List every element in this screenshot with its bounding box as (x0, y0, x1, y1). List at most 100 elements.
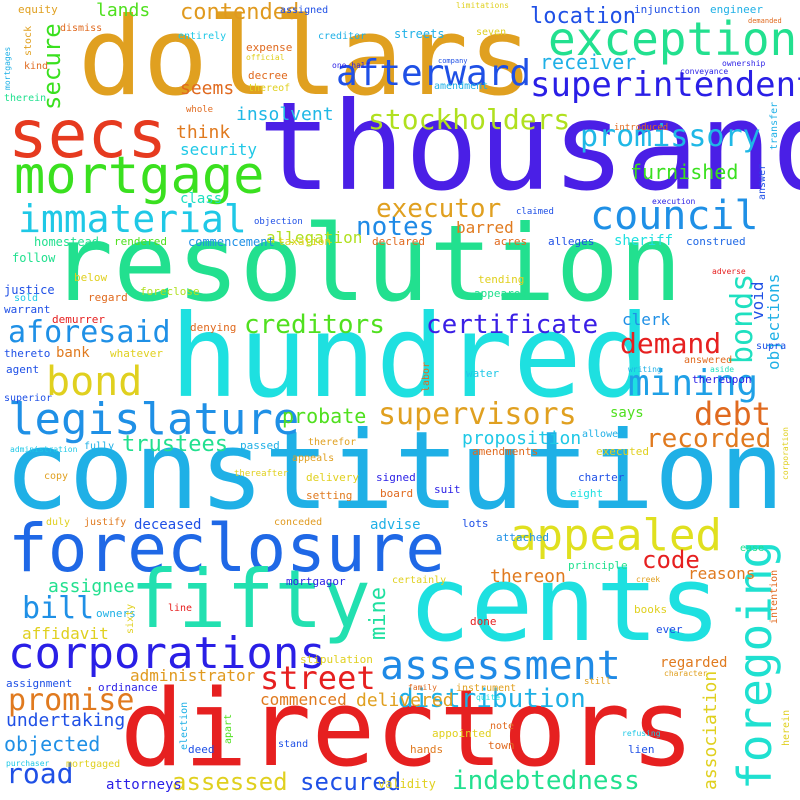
word: affidavit (22, 624, 109, 643)
word: receiver (540, 50, 637, 74)
word: fifty (130, 553, 371, 646)
word: quite (476, 693, 501, 702)
word: promise (8, 683, 135, 718)
word: execution (652, 197, 696, 206)
word: copy (44, 471, 69, 482)
word: debt (694, 395, 772, 433)
word: foreclose (140, 285, 200, 298)
word: duly (46, 517, 71, 528)
word: association (700, 670, 721, 790)
word: advise (370, 517, 421, 533)
word: mortgage (14, 146, 265, 206)
word: warrant (4, 303, 51, 316)
word: road (6, 757, 74, 790)
word: claimed (516, 207, 554, 217)
word: thousand (258, 76, 800, 218)
word: allegation (266, 228, 363, 247)
word: superior (4, 393, 53, 404)
word: corporations (8, 628, 326, 679)
word: line (168, 603, 193, 614)
word: demurrer (52, 313, 105, 326)
word: assignment (6, 677, 73, 690)
word: charter (578, 471, 625, 484)
word: deed (188, 743, 215, 756)
word: assessed (172, 768, 288, 796)
word: appeared (474, 287, 527, 300)
word: purchaser (6, 759, 50, 768)
word: stock (23, 25, 34, 56)
word: objections (764, 273, 783, 370)
word: board (380, 487, 414, 500)
word: books (634, 603, 668, 616)
word: construed (686, 235, 746, 248)
word: lien (628, 743, 655, 756)
word: herein (781, 709, 792, 746)
word: one-half (332, 61, 371, 70)
word: undertaking (6, 710, 126, 731)
word: superintendent (530, 65, 800, 105)
word: secured (300, 768, 402, 796)
word: constitution (4, 409, 785, 534)
word: limitations (456, 1, 509, 10)
word: introduced (614, 123, 669, 133)
word: mortgages (3, 46, 12, 90)
word: rendered (114, 235, 167, 248)
word: demanded (748, 17, 782, 25)
word: assigned (280, 5, 329, 16)
word: immaterial (18, 197, 247, 241)
word: indebtedness (452, 766, 640, 796)
word: homestead (34, 235, 100, 249)
word: principle (568, 559, 628, 572)
word: sixty (125, 603, 136, 634)
word: deceased (134, 517, 202, 533)
word: alleges (548, 235, 595, 248)
word: attorneys (106, 777, 182, 793)
word: suit (434, 483, 461, 496)
word: attached (496, 531, 549, 544)
word: supervisors (378, 397, 577, 432)
word: security (180, 140, 258, 159)
word: exceptions (548, 12, 800, 66)
word: company (438, 57, 468, 65)
word: directors (120, 667, 695, 790)
word: kind (24, 61, 49, 72)
word: justify (84, 517, 127, 528)
word: executed (596, 445, 649, 458)
word: creek (636, 575, 661, 584)
word: seven (476, 27, 507, 38)
word: entirely (178, 31, 227, 42)
word: lands (96, 0, 151, 21)
word: setting (306, 489, 353, 502)
word: whole (186, 105, 214, 115)
word: note (490, 721, 515, 732)
word: amendments (472, 445, 539, 458)
word: eight (570, 487, 604, 500)
word: instrument (456, 683, 517, 694)
word: thereafter (234, 469, 289, 479)
word: foreclosure (8, 510, 446, 587)
word: supra (756, 341, 787, 352)
word: trustees (122, 432, 228, 457)
word: appeals (292, 453, 335, 464)
word: council (590, 193, 759, 239)
word: expense (246, 41, 293, 54)
word: delivered (356, 690, 454, 711)
word: probate (282, 404, 367, 428)
word: secs (8, 96, 167, 173)
word: taxation (278, 235, 331, 248)
word: family (408, 683, 437, 692)
word: cents (408, 543, 722, 665)
word: commenced (260, 690, 347, 709)
word: therein (4, 93, 47, 104)
word: thereon (490, 566, 566, 587)
word: done (470, 615, 497, 628)
word: furnished (630, 160, 739, 184)
word: apart (223, 713, 234, 744)
word: ever (656, 623, 683, 636)
word: barred (456, 218, 514, 237)
word: notes (356, 212, 435, 242)
word: corporation (781, 427, 790, 480)
word: aforesaid (8, 315, 171, 350)
word: administration (10, 445, 78, 454)
